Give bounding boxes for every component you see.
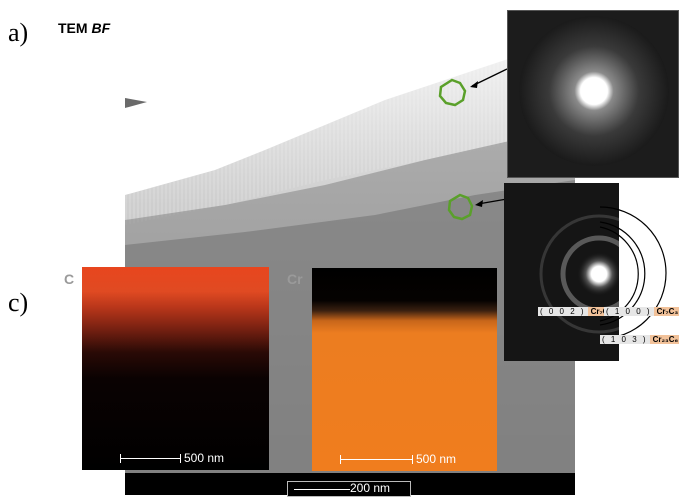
ring-tag-2: ( 1 0 0 ) Cr₇C₃ — [604, 306, 679, 317]
eds-chromium-svg — [312, 268, 497, 471]
diffraction-pattern-top — [507, 10, 679, 178]
eds-map-carbon: 500 nm — [82, 267, 269, 470]
eds-cr-scalebar: 500 nm — [340, 452, 480, 466]
ring-hkl-3: ( 1 0 3 ) — [600, 335, 650, 344]
eds-label-c: C — [64, 271, 75, 287]
panel-label-a: a) — [8, 18, 29, 47]
eds-c-scalebar: 500 nm — [120, 451, 230, 465]
ring-phase-3: Cr₂₃C₆ — [649, 335, 679, 344]
ring-phase-1: Cr₇C₃ — [587, 307, 616, 316]
tem-title: TEM BF — [58, 20, 110, 36]
tem-title-mode: BF — [91, 20, 111, 36]
diffraction-top-svg — [508, 11, 678, 177]
eds-cr-scalebar-label: 500 nm — [416, 452, 457, 466]
eds-c-scalebar-label: 500 nm — [184, 451, 225, 465]
sad-aperture-marker-top — [438, 78, 467, 107]
tem-scalebar-label: 200 nm — [350, 481, 391, 495]
arrow-bottom-line — [477, 198, 508, 205]
reference-rings — [599, 206, 667, 340]
eds-carbon-svg — [82, 267, 269, 470]
central-beam-spot — [519, 16, 669, 166]
arrow-top-head — [470, 81, 478, 88]
sad-markers — [438, 68, 508, 221]
eds-map-chromium: 500 nm — [312, 268, 497, 471]
diffraction-pattern-bottom — [504, 183, 619, 361]
arrow-top-line — [471, 68, 508, 87]
ring-tag-1: ( 0 0 2 ) Cr₇C₃ — [538, 306, 616, 317]
ring-tag-3: ( 1 0 3 ) Cr₂₃C₆ — [600, 334, 679, 345]
eds-label-cr: Cr — [287, 271, 303, 287]
sad-aperture-marker-bottom — [447, 193, 474, 221]
tem-scalebar-line — [294, 489, 350, 490]
ring-hkl-2: ( 1 0 0 ) — [604, 307, 654, 316]
diffraction-bottom-svg — [504, 183, 619, 361]
arrow-bottom-head — [475, 200, 483, 207]
panel-label-c: c) — [8, 288, 29, 317]
ring-phase-2: Cr₇C₃ — [653, 307, 679, 316]
ring-hkl-1: ( 0 0 2 ) — [538, 307, 588, 316]
tem-title-main: TEM — [58, 20, 92, 36]
